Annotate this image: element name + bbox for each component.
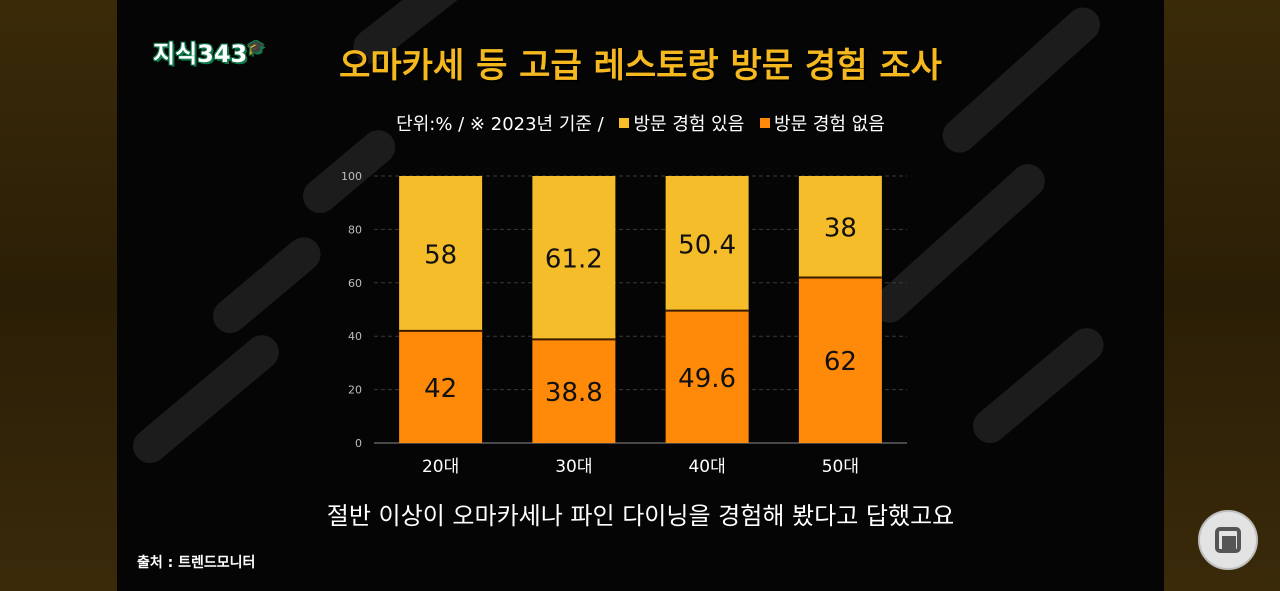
y-tick-label: 0 [355, 437, 362, 450]
legend-label-visited: 방문 경험 있음 [633, 114, 745, 135]
data-label: 62 [824, 347, 857, 377]
video-frame: 지식343🎓 오마카세 등 고급 레스토랑 방문 경험 조사 단위:% / ※ … [117, 0, 1164, 591]
subtitle-caption: 절반 이상이 오마카세나 파인 다이닝을 경험해 봤다고 답했고요 [326, 502, 955, 530]
data-label: 50.4 [678, 230, 736, 260]
x-tick-label: 30대 [555, 457, 592, 477]
app-icon-inner [1222, 536, 1236, 550]
page-title: 오마카세 등 고급 레스토랑 방문 경험 조사 [339, 46, 942, 86]
floating-action-button[interactable] [1198, 510, 1258, 570]
x-tick-label: 40대 [688, 457, 725, 477]
app-icon [1215, 527, 1241, 553]
y-tick-label: 40 [348, 330, 362, 343]
data-label: 38.8 [545, 378, 603, 408]
right-blur-border [1164, 0, 1280, 591]
data-label: 58 [424, 240, 457, 270]
chart-subtitle: 단위:% / ※ 2023년 기준 / 방문 경험 있음 방문 경험 없음 [117, 110, 1164, 136]
legend-swatch-visited [619, 118, 630, 128]
y-tick-label: 100 [341, 170, 362, 183]
bar-segment-visited [532, 176, 616, 340]
x-tick-label: 20대 [422, 457, 459, 477]
bar-segment-visited [665, 176, 749, 311]
bar-segment-not-visited [399, 330, 483, 443]
data-label: 38 [824, 214, 857, 244]
bar-segment-not-visited [532, 339, 616, 443]
bar-segment-visited [399, 176, 483, 331]
left-blur-border [0, 0, 117, 591]
y-tick-label: 20 [348, 384, 362, 397]
x-tick-label: 50대 [822, 457, 859, 477]
unit-note: 단위:% / ※ 2023년 기준 / [396, 114, 604, 135]
channel-logo: 지식343🎓 [153, 40, 265, 68]
bar-segment-not-visited [665, 310, 749, 443]
source-note: 출처 : 트렌드모니터 [137, 555, 256, 571]
bar-segment-not-visited [798, 277, 882, 443]
bar-segment-visited [798, 176, 882, 278]
data-label: 49.6 [678, 364, 736, 394]
data-label: 61.2 [545, 245, 603, 275]
y-tick-label: 80 [348, 223, 362, 236]
y-tick-label: 60 [348, 277, 362, 290]
data-label: 42 [424, 374, 457, 404]
legend-label-not-visited: 방문 경험 없음 [774, 114, 885, 135]
legend-swatch-not-visited [760, 118, 771, 128]
stacked-bar-chart: 0 20 40 60 80 100 42 58 20대 38.8 61.2 30대 49.6 50.4 40… [341, 170, 907, 477]
